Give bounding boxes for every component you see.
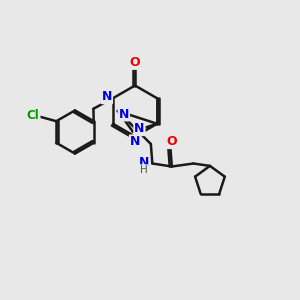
Text: N: N [139, 155, 149, 169]
Text: Cl: Cl [27, 109, 40, 122]
Text: O: O [167, 135, 177, 148]
Text: N: N [130, 135, 140, 148]
Text: N: N [102, 90, 112, 103]
Text: N: N [119, 107, 129, 121]
Text: N: N [134, 122, 145, 135]
Text: H: H [140, 165, 148, 175]
Text: O: O [130, 56, 140, 69]
